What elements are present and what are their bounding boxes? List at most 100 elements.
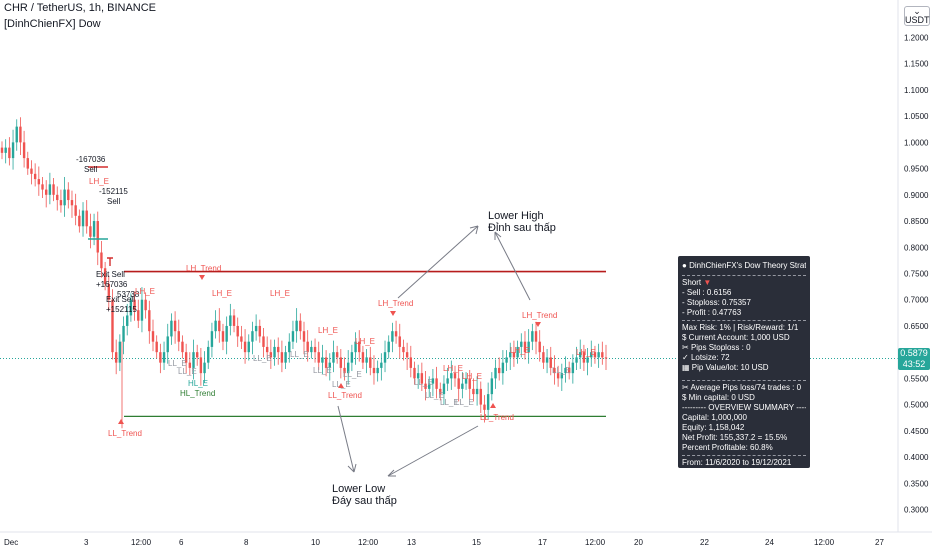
arrow-lower-low-left xyxy=(337,405,355,473)
price-tick-label: 0.7500 xyxy=(904,269,929,278)
chevron-down-icon: ⌄ xyxy=(913,6,921,16)
time-tick-label: 12:00 xyxy=(585,538,606,547)
candle xyxy=(269,339,273,369)
candle xyxy=(48,172,52,205)
candle xyxy=(118,334,122,372)
candle xyxy=(553,355,556,385)
divider xyxy=(682,455,806,456)
price-tick-label: 0.5000 xyxy=(904,401,929,410)
scissors-icon: ✂ xyxy=(682,383,691,392)
candle xyxy=(144,292,147,319)
candle xyxy=(597,343,600,368)
candle xyxy=(343,357,346,381)
candle xyxy=(464,372,468,390)
time-tick-label: Dec xyxy=(4,538,18,547)
trade-label: +152115 xyxy=(106,305,137,314)
candle xyxy=(560,363,564,391)
trade-label: 53738 xyxy=(117,290,140,299)
panel-equity: Equity: 1,158,042 xyxy=(682,423,745,432)
candle xyxy=(19,117,22,155)
panel-pips-stoploss: ✂ Pips Stoploss : 0 xyxy=(682,343,751,352)
candle xyxy=(151,319,155,352)
candle xyxy=(4,139,7,164)
candle xyxy=(177,319,180,352)
price-tick-label: 1.0500 xyxy=(904,112,929,121)
candle xyxy=(203,351,206,383)
candle xyxy=(81,202,85,237)
candle xyxy=(431,368,435,397)
candle xyxy=(15,119,18,151)
candle xyxy=(358,330,361,362)
dollar-icon: $ xyxy=(682,393,689,402)
candle-countdown: 43:52 xyxy=(902,359,926,369)
trade-label: +167036 xyxy=(96,280,128,289)
candle xyxy=(67,182,70,209)
panel-lotsize: ✓ Lotsize: 72 xyxy=(682,353,730,362)
currency-label: USDT xyxy=(905,15,930,25)
price-tick-label: 0.6500 xyxy=(904,322,929,331)
lower-high-sublabel: Đỉnh sau thấp xyxy=(488,222,556,234)
divider xyxy=(682,320,806,321)
time-tick-label: 6 xyxy=(179,538,184,547)
candle xyxy=(295,308,298,343)
panel-date-range: From: 11/6/2020 to 19/12/2021 xyxy=(682,458,792,467)
panel-max-risk: Max Risk: 1% | Risk/Reward: 1/1 xyxy=(682,323,799,332)
time-axis[interactable]: Dec 3 12:00 6 8 10 12:00 13 15 17 12:00 20 22 24 12:00… xyxy=(0,531,932,547)
panel-pip-value: ▦ Pip Value/lot: 10 USD xyxy=(682,363,769,372)
candle xyxy=(148,300,151,344)
panel-avg-pips: ✂ Average Pips loss/74 trades : 0 xyxy=(682,383,802,392)
candle xyxy=(22,130,26,168)
pivot-label: LH_E xyxy=(443,364,463,373)
candle xyxy=(74,193,77,226)
candle xyxy=(162,341,166,370)
candle xyxy=(586,347,589,376)
candle xyxy=(490,372,494,401)
pivot-label: LH_E xyxy=(89,177,109,186)
candle xyxy=(361,345,365,369)
candle xyxy=(284,345,287,369)
candle xyxy=(210,322,214,358)
pivot-label: LH_E xyxy=(318,326,338,335)
price-tick-label: 0.5500 xyxy=(904,374,929,383)
candle xyxy=(486,382,490,420)
currency-selector[interactable]: ⌄ USDT xyxy=(904,6,930,26)
candle xyxy=(299,313,302,340)
time-tick-label: 27 xyxy=(875,538,884,547)
price-tick-label: 1.1500 xyxy=(904,60,929,69)
candle xyxy=(30,160,33,185)
candle xyxy=(254,314,258,341)
price-tick-label: 1.0000 xyxy=(904,138,929,147)
exit-arrow-icon xyxy=(107,257,113,266)
panel-overview: --------- OVERVIEW SUMMARY --------- xyxy=(682,403,806,412)
candle xyxy=(416,364,420,389)
pivot-labels: LH_E LH_Trend LH_E LH_E LL_E LL_E LL_E H… xyxy=(108,264,596,438)
candle xyxy=(601,341,604,365)
price-tick-label: 0.4500 xyxy=(904,427,929,436)
candlestick-series xyxy=(0,117,608,429)
candle xyxy=(446,367,449,391)
candle xyxy=(442,375,446,405)
check-icon: ✓ xyxy=(682,353,691,362)
candle xyxy=(472,378,475,402)
candle xyxy=(354,332,357,365)
trend-arrow-icon xyxy=(535,322,541,327)
candle xyxy=(199,347,203,386)
candle xyxy=(251,321,254,355)
pivot-label: HL_E xyxy=(188,379,208,388)
candle xyxy=(335,345,339,364)
price-axis[interactable]: 1.25001.20001.15001.10001.05001.00000.95… xyxy=(897,0,929,532)
candle xyxy=(516,340,519,364)
candle xyxy=(512,340,516,367)
candle xyxy=(413,361,416,385)
candle xyxy=(207,340,210,369)
candle xyxy=(85,200,88,234)
divider xyxy=(682,275,806,276)
candle xyxy=(100,240,103,278)
candle xyxy=(365,349,368,374)
candle xyxy=(475,376,479,406)
panel-short: Short ▼ xyxy=(682,278,712,287)
candle xyxy=(383,340,387,373)
candle xyxy=(280,340,284,373)
time-tick-label: 13 xyxy=(407,538,416,547)
